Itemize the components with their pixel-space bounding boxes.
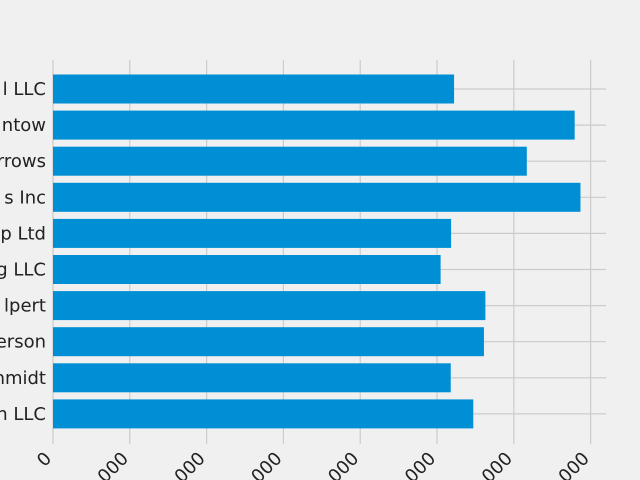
x-tick-label: 0	[33, 448, 56, 471]
bar	[53, 255, 441, 284]
x-tick-label: 000	[171, 448, 210, 480]
y-tick-label: g LLC	[0, 260, 46, 281]
bar	[53, 182, 581, 212]
bar	[53, 218, 452, 248]
y-tick-label: ntow	[2, 115, 46, 136]
bar	[53, 74, 455, 104]
x-tick-label: 000	[247, 448, 286, 480]
x-tick-label: 000	[555, 448, 594, 480]
x-tick-label: 000	[401, 448, 440, 480]
bar	[53, 146, 527, 176]
y-tick-label: s Inc	[4, 187, 46, 208]
bar	[53, 291, 486, 321]
bar	[53, 327, 484, 357]
y-tick-label: rrows	[0, 151, 46, 172]
y-tick-label: erson	[0, 332, 46, 353]
y-tick-label: l LLC	[3, 79, 46, 100]
y-tick-label: lpert	[4, 296, 46, 317]
bar	[53, 363, 451, 393]
y-tick-label: n LLC	[0, 404, 46, 425]
y-tick-label: hmidt	[0, 368, 46, 389]
x-tick-label: 000	[478, 448, 517, 480]
x-tick-label: 000	[324, 448, 363, 480]
bar	[53, 110, 575, 140]
y-tick-label: p Ltd	[0, 223, 46, 244]
x-tick-label: 000	[94, 448, 133, 480]
bar	[53, 399, 474, 429]
